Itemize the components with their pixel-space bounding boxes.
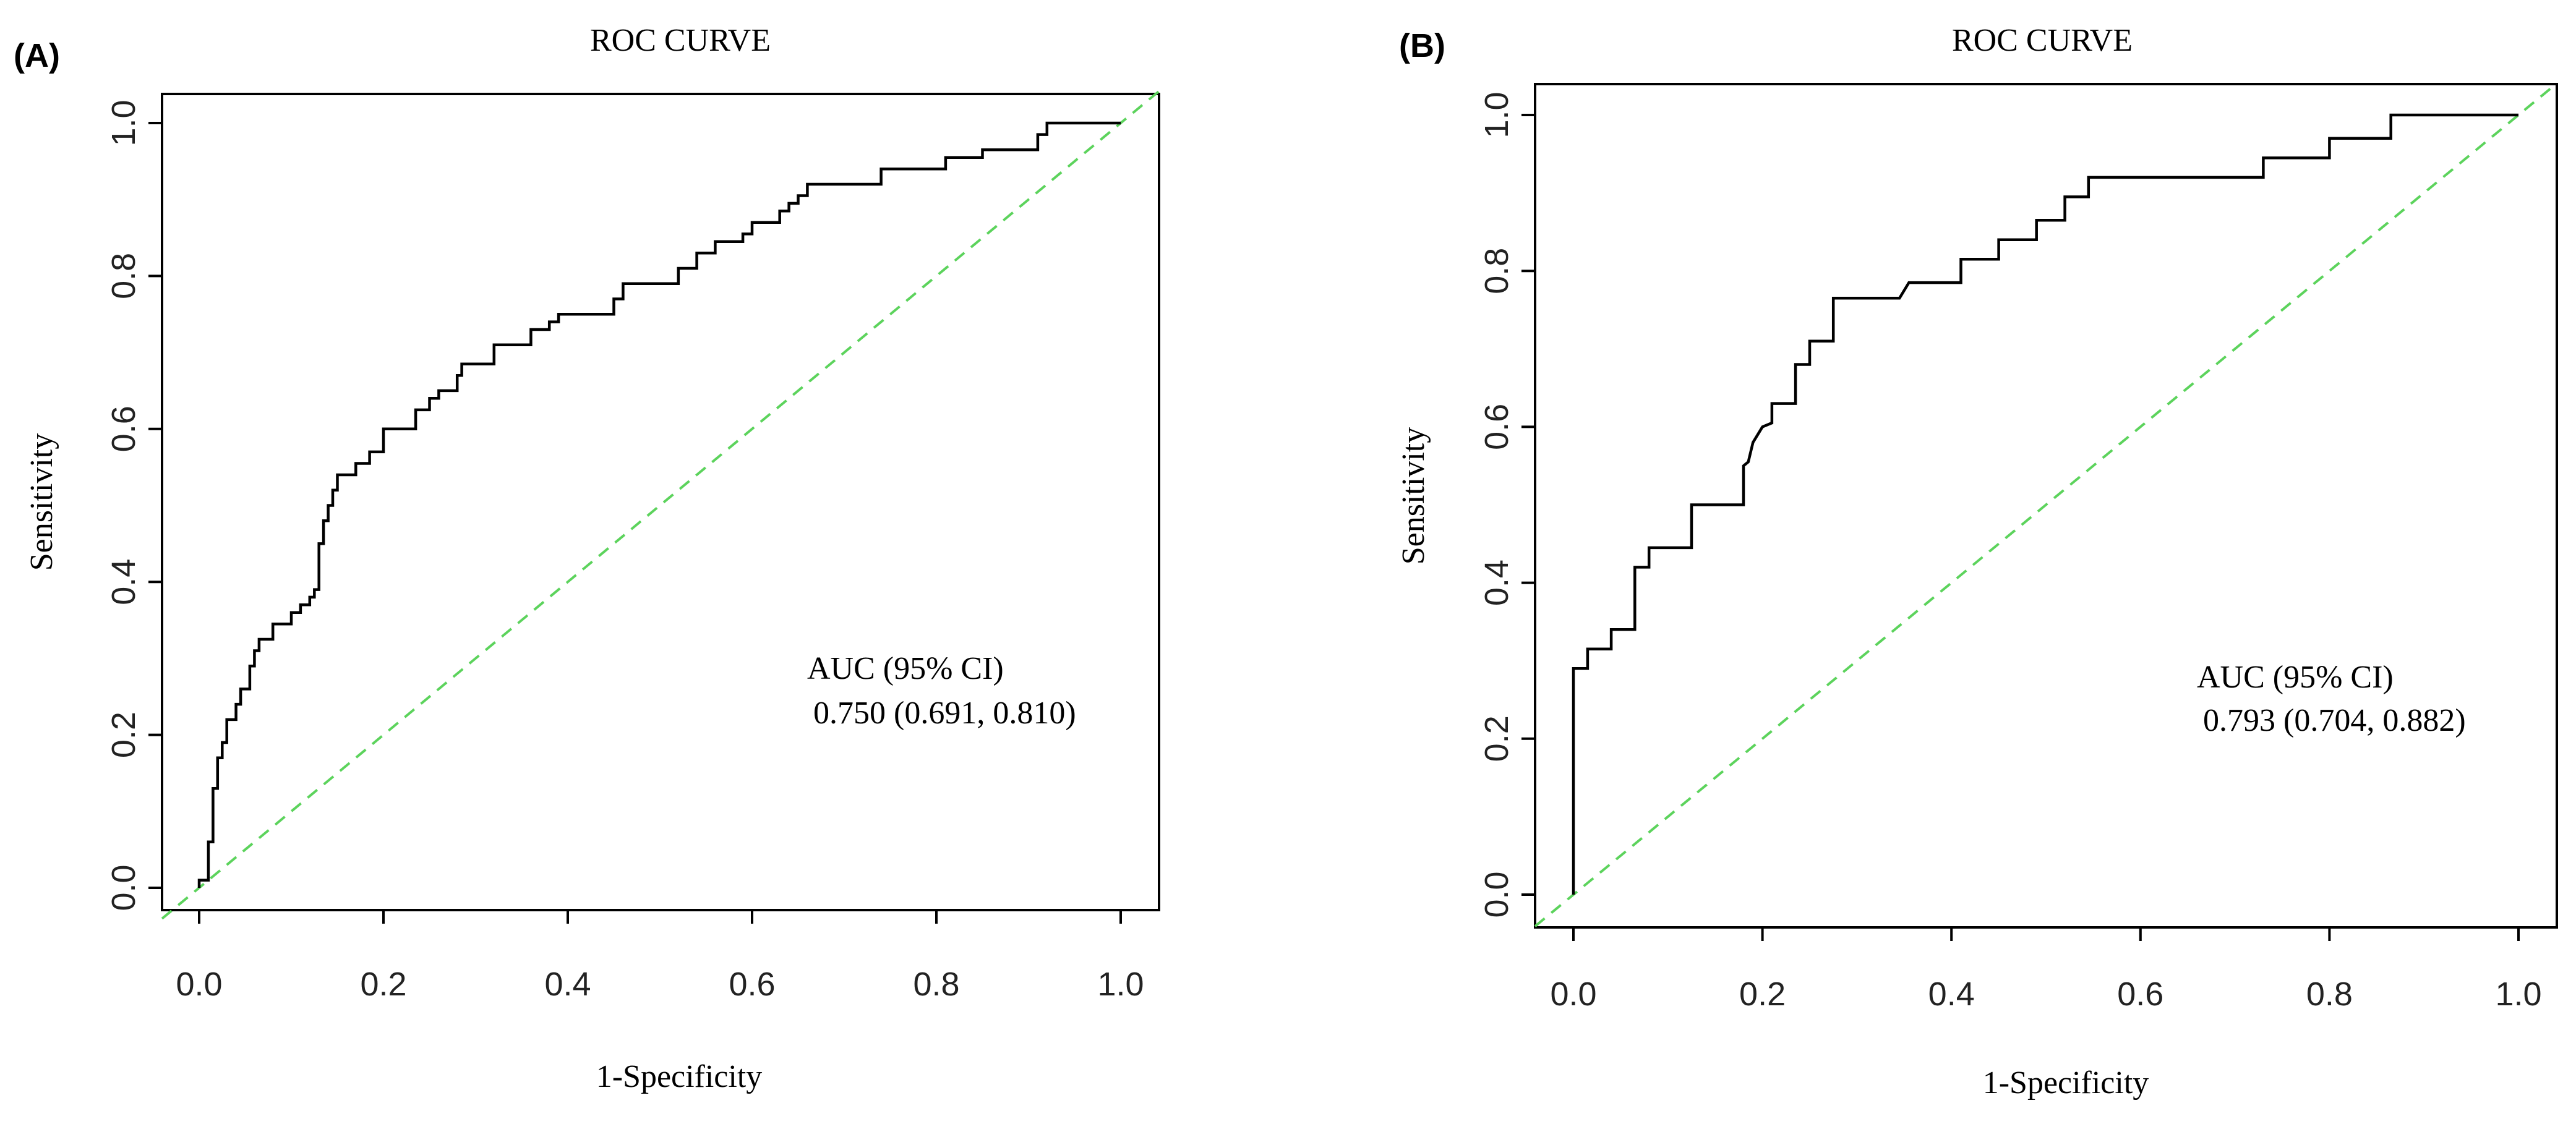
panel-a-auc-value: 0.750 (0.691, 0.810) (813, 696, 1076, 731)
panel-a-x-tick-label: 0.6 (729, 966, 775, 1003)
panel-a-x-tick-label: 0.4 (544, 966, 591, 1003)
panel-a-y-tick-label: 0.6 (105, 406, 142, 452)
panel-b-auc-heading: AUC (95% CI) (2197, 660, 2394, 695)
panel-a-y-tick-label: 0.8 (105, 253, 142, 299)
panel-a-ticks: 0.0 0.2 0.4 0.6 0.8 1.0 0.0 0.2 0.4 0.6 0.8 1.0 (105, 100, 1144, 1003)
panel-b-ticks: 0.0 0.2 0.4 0.6 0.8 1.0 0.0 0.2 0.4 0.6 0.8 1.0 (1478, 92, 2542, 1013)
panel-b-x-tick-label: 0.8 (2306, 976, 2353, 1013)
panel-b-y-axis-label: Sensitivity (1396, 427, 1431, 564)
panel-b-y-tick-label: 1.0 (1478, 92, 1515, 138)
panel-b-y-tick-label: 0.0 (1478, 871, 1515, 918)
panel-a-auc-heading: AUC (95% CI) (807, 651, 1004, 686)
panel-b-x-tick-label: 0.6 (2117, 976, 2163, 1013)
panel-a-title: ROC CURVE (590, 23, 771, 58)
panel-a-y-tick-label: 0.0 (105, 864, 142, 911)
panel-b-x-axis-label: 1-Specificity (1983, 1065, 2149, 1101)
panel-a-y-tick-label: 1.0 (105, 100, 142, 146)
panel-a-x-axis-label: 1-Specificity (596, 1059, 763, 1094)
panel-a-y-axis-label: Sensitivity (24, 433, 59, 571)
panel-a-y-tick-label: 0.4 (105, 559, 142, 605)
panel-b-reference-line (1534, 82, 2558, 927)
panel-b-plot-frame (1534, 83, 2558, 929)
panel-a-x-tick-label: 1.0 (1097, 966, 1144, 1003)
panel-a-x-tick-label: 0.2 (360, 966, 406, 1003)
panel-a-roc-curve (197, 121, 1121, 888)
panel-b-auc-value: 0.793 (0.704, 0.882) (2203, 703, 2466, 738)
panel-b-y-tick-label: 0.4 (1478, 560, 1515, 606)
panel-a-x-tick-label: 0.0 (176, 966, 222, 1003)
panel-b-title: ROC CURVE (1952, 23, 2133, 58)
panel-b: (B) ROC CURVE 1-Specificity Sensitivity … (1396, 23, 2558, 1101)
panel-b-x-tick-label: 0.0 (1550, 976, 1596, 1013)
panel-b-x-tick-label: 0.2 (1739, 976, 1786, 1013)
panel-b-x-tick-label: 1.0 (2495, 976, 2541, 1013)
panel-a-reference-line (161, 90, 1160, 920)
panel-a-y-tick-label: 0.2 (105, 712, 142, 758)
panel-a-plot-frame (161, 93, 1160, 911)
panel-b-y-tick-label: 0.8 (1478, 248, 1515, 294)
panel-a-label: (A) (14, 37, 60, 74)
panel-a: (A) ROC CURVE 1-Specificity Sensitivity … (14, 23, 1160, 1094)
panel-a-x-tick-label: 0.8 (913, 966, 959, 1003)
panel-b-label: (B) (1399, 27, 1445, 64)
panel-b-y-tick-label: 0.2 (1478, 715, 1515, 762)
panel-b-x-tick-label: 0.4 (1928, 976, 1975, 1013)
panel-b-roc-curve (1572, 113, 2518, 895)
panel-b-y-tick-label: 0.6 (1478, 404, 1515, 450)
